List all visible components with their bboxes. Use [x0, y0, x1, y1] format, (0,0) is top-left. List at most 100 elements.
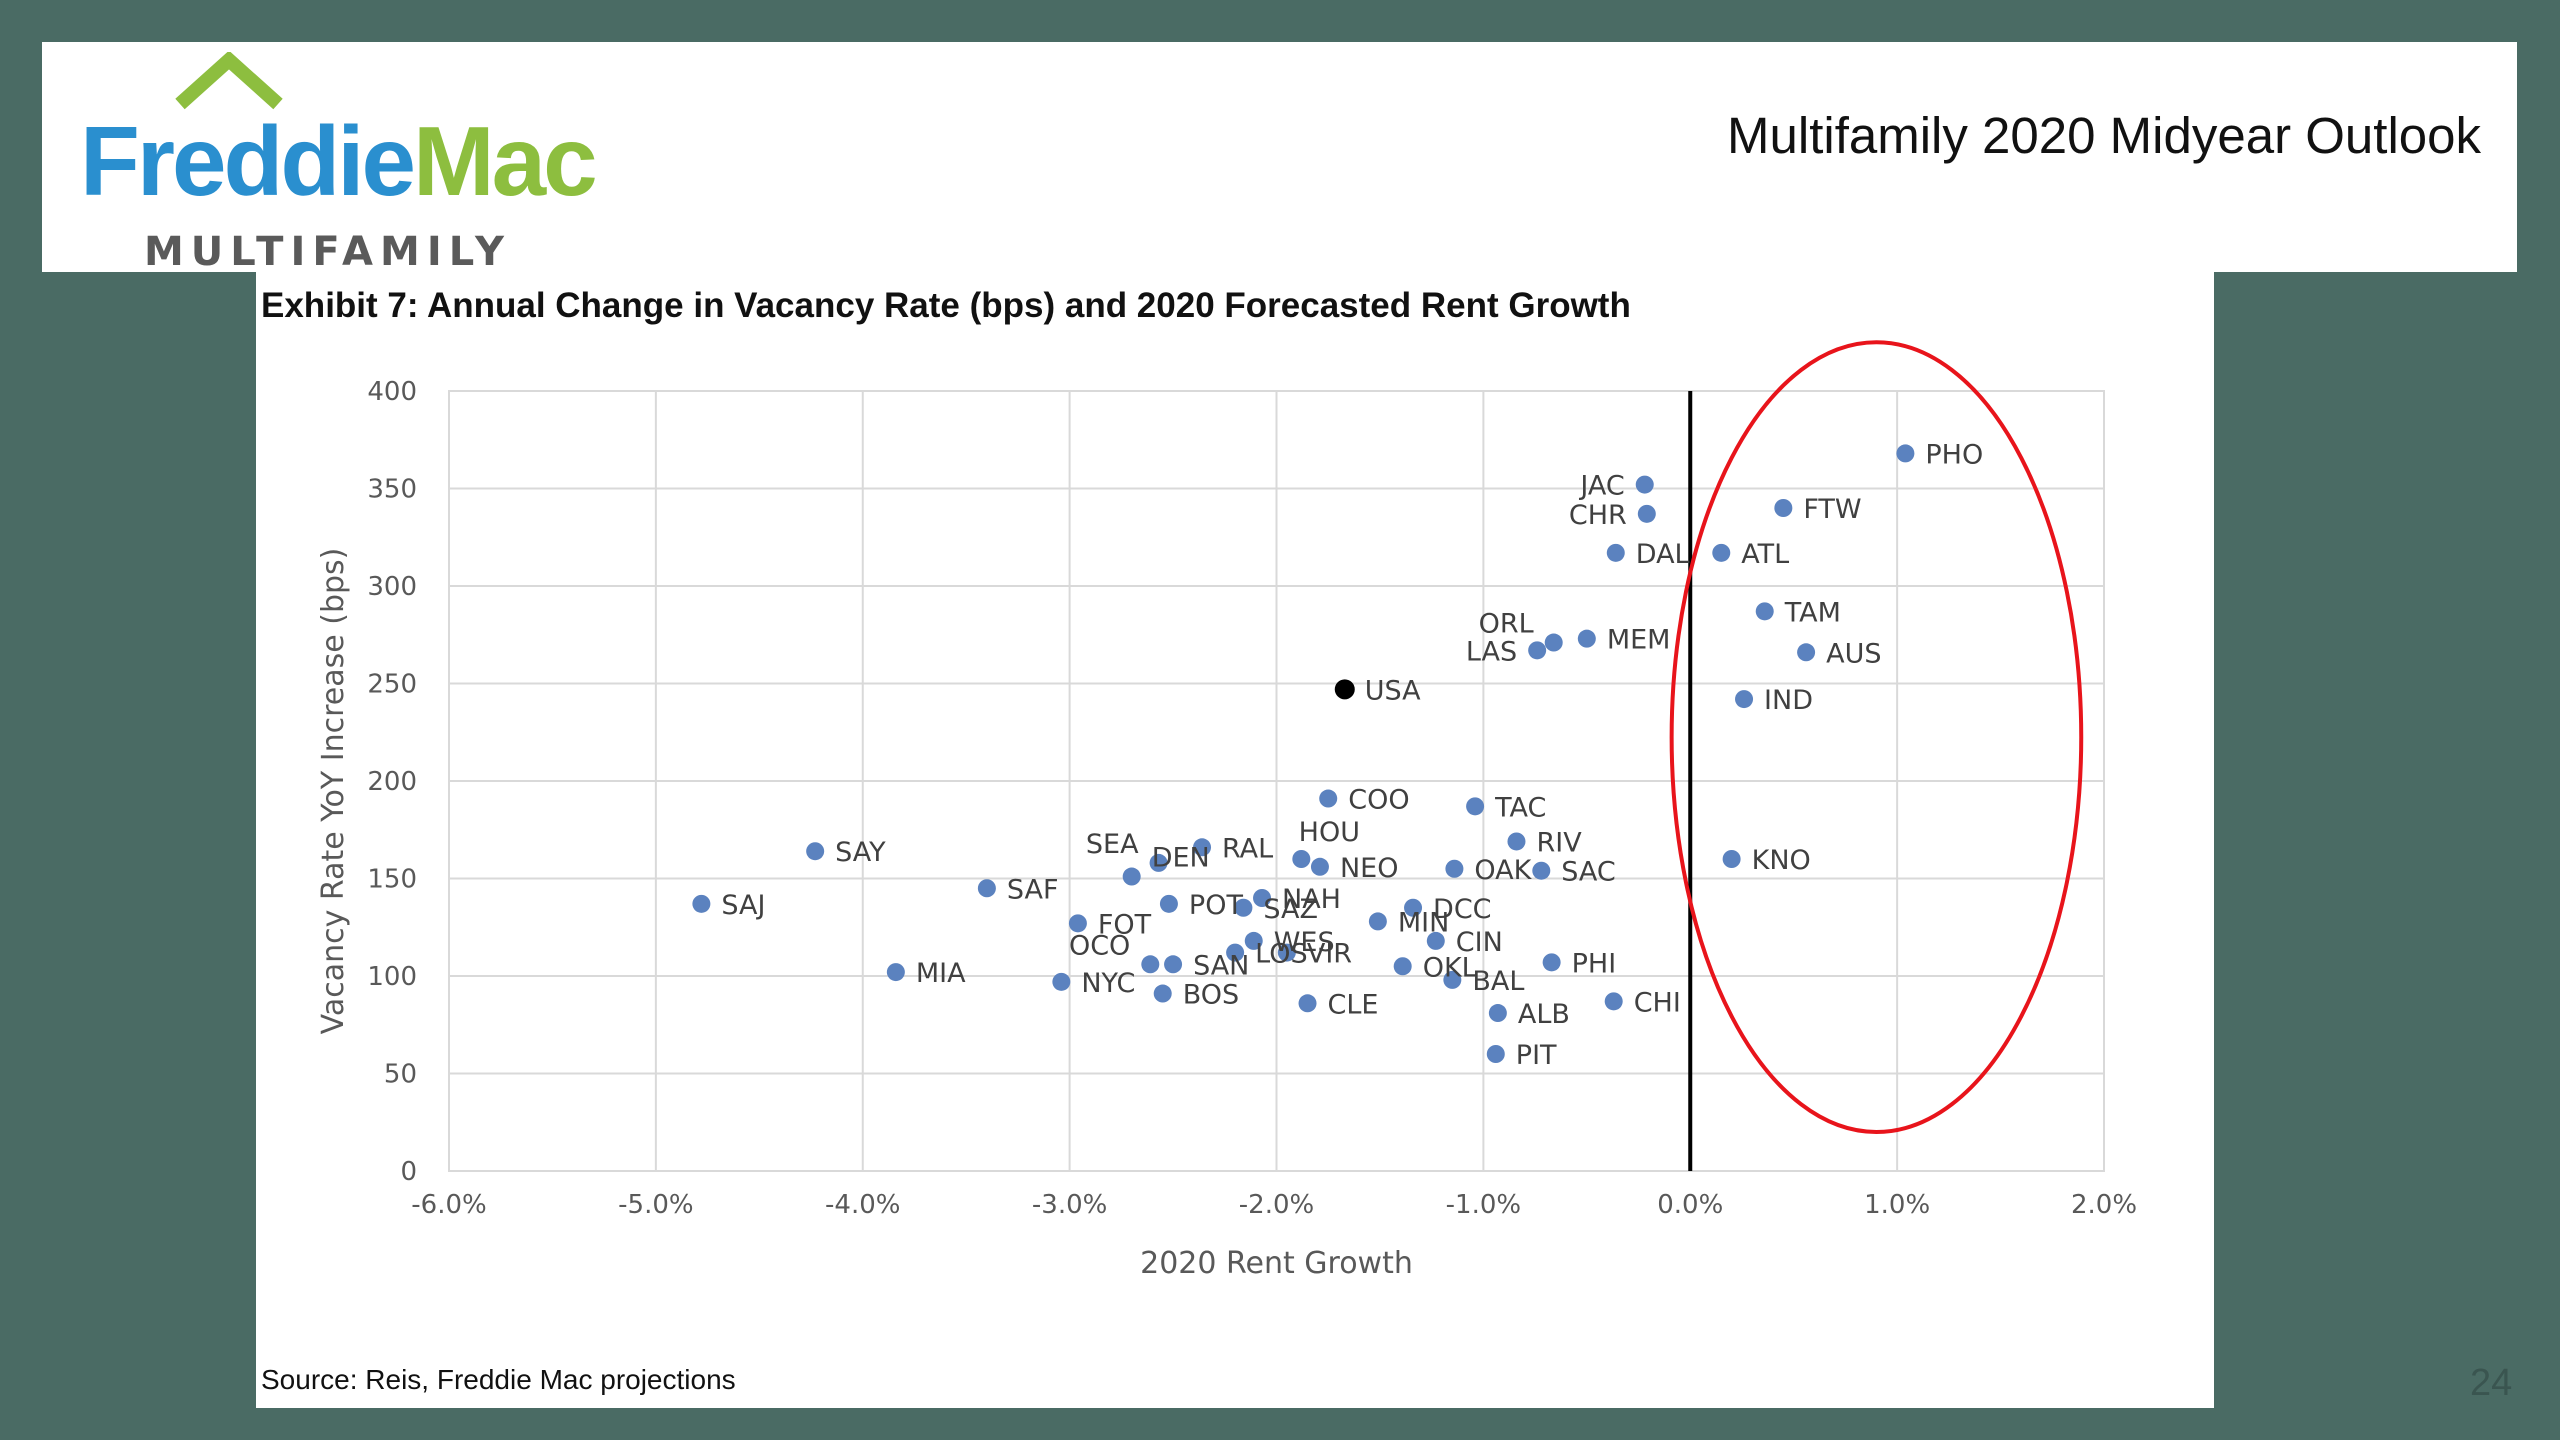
point-label-los: LOS [1255, 939, 1307, 970]
point-label-cle: CLE [1328, 989, 1379, 1020]
point-bal [1443, 970, 1462, 989]
point-mia [886, 963, 905, 982]
point-label-ind: IND [1764, 685, 1813, 716]
y-tick-label: 0 [400, 1157, 417, 1187]
point-label-fot: FOT [1098, 909, 1152, 940]
point-saz [1234, 898, 1253, 917]
point-label-sac: SAC [1561, 857, 1616, 888]
point-label-kno: KNO [1752, 845, 1811, 876]
point-dal [1606, 543, 1625, 562]
point-label-oco: OCO [1069, 930, 1130, 961]
point-say [806, 842, 825, 861]
point-ind [1735, 690, 1754, 709]
y-tick-label: 200 [367, 767, 417, 797]
point-label-jac: JAC [1578, 471, 1624, 502]
point-wes [1244, 931, 1263, 950]
x-tick-label: 0.0% [1657, 1190, 1723, 1220]
point-saf [977, 879, 996, 898]
point-nyc [1052, 972, 1071, 991]
point-label-hou: HOU [1299, 817, 1360, 848]
point-mem [1577, 629, 1596, 648]
point-orl [1544, 633, 1563, 652]
y-tick-label: 50 [384, 1060, 417, 1090]
point-bos [1153, 984, 1172, 1003]
point-las [1528, 641, 1547, 660]
data-points [692, 444, 1915, 1063]
point-sac [1532, 861, 1551, 880]
x-tick-label: -3.0% [1032, 1190, 1107, 1220]
point-label-pit: PIT [1516, 1040, 1557, 1071]
x-tick-label: -1.0% [1446, 1190, 1521, 1220]
y-tick-label: 350 [367, 475, 417, 505]
page-number: 24 [2470, 1362, 2513, 1404]
point-label-nah: NAH [1282, 884, 1341, 915]
point-label-pot: POT [1189, 890, 1244, 921]
point-atl [1712, 543, 1731, 562]
point-tam [1755, 602, 1774, 621]
point-label-cin: CIN [1456, 927, 1503, 958]
point-label-san: SAN [1193, 950, 1249, 981]
point-label-pho: PHO [1925, 439, 1983, 470]
point-nah [1253, 889, 1272, 907]
point-dcc [1404, 898, 1423, 917]
point-ral [1193, 838, 1212, 857]
point-phi [1542, 953, 1561, 972]
y-tick-label: 300 [367, 572, 417, 602]
y-tick-label: 100 [367, 962, 417, 992]
point-alb [1488, 1004, 1507, 1023]
point-label-neo: NEO [1340, 853, 1399, 884]
exhibit-panel: Exhibit 7: Annual Change in Vacancy Rate… [256, 272, 2214, 1408]
point-hou [1292, 850, 1311, 868]
point-label-wes: WES [1274, 927, 1335, 958]
point-fot [1068, 914, 1087, 933]
point-pit [1486, 1045, 1505, 1063]
point-label-saj: SAJ [721, 890, 765, 921]
point-neo [1310, 857, 1329, 876]
point-label-orl: ORL [1479, 609, 1534, 640]
point-chr [1637, 504, 1656, 523]
point-pot [1159, 894, 1178, 913]
x-tick-label: 1.0% [1864, 1190, 1930, 1220]
y-tick-label: 150 [367, 865, 417, 895]
point-label-phi: PHI [1572, 948, 1617, 979]
point-label-dcc: DCC [1433, 894, 1492, 925]
point-tac [1466, 797, 1485, 816]
point-ftw [1774, 499, 1793, 517]
point-den [1122, 867, 1141, 886]
point-label-mia: MIA [916, 958, 966, 989]
highlight-ellipse [1669, 340, 2084, 1134]
point-chi [1604, 992, 1623, 1011]
point-los [1226, 943, 1245, 962]
x-axis-title: 2020 Rent Growth [1140, 1246, 1413, 1281]
logo-wordmark: FreddieMac [80, 112, 598, 210]
point-label-den: DEN [1152, 843, 1210, 874]
y-tick-label: 400 [367, 377, 417, 407]
point-label-ral: RAL [1222, 833, 1273, 864]
point-label-chr: CHR [1569, 500, 1627, 531]
x-tick-label: -6.0% [411, 1190, 486, 1220]
point-label-nyc: NYC [1081, 968, 1135, 999]
freddie-mac-logo: FreddieMac MULTIFAMILY [80, 52, 640, 272]
point-label-ftw: FTW [1803, 494, 1861, 525]
exhibit-title: Exhibit 7: Annual Change in Vacancy Rate… [261, 286, 1631, 325]
point-label-min: MIN [1398, 907, 1449, 938]
point-okl [1393, 957, 1412, 976]
point-label-vir: VIR [1307, 939, 1352, 970]
point-label-riv: RIV [1536, 827, 1582, 858]
point-labels: PHO JAC FTW CHR DAL ATL TAM ORL MEM LAS AUS USA IND C… [721, 439, 1983, 1071]
x-tick-label: 2.0% [2071, 1190, 2137, 1220]
x-tick-label: -2.0% [1239, 1190, 1314, 1220]
point-label-aus: AUS [1826, 638, 1881, 669]
point-label-saf: SAF [1007, 874, 1059, 905]
point-usa [1334, 679, 1355, 700]
point-coo [1319, 789, 1338, 808]
point-kno [1722, 850, 1741, 868]
source-note: Source: Reis, Freddie Mac projections [261, 1364, 736, 1395]
header-banner: FreddieMac MULTIFAMILY Multifamily 2020 … [42, 42, 2517, 272]
point-pho [1896, 444, 1915, 463]
point-label-sea: SEA [1086, 829, 1139, 860]
point-oak [1445, 859, 1464, 878]
point-oco [1141, 955, 1160, 974]
point-riv [1507, 832, 1526, 851]
scatter-chart: -6.0% -5.0% -4.0% -3.0% -2.0% -1.0% 0.0% 1.0% 2.… [316, 340, 2137, 1281]
